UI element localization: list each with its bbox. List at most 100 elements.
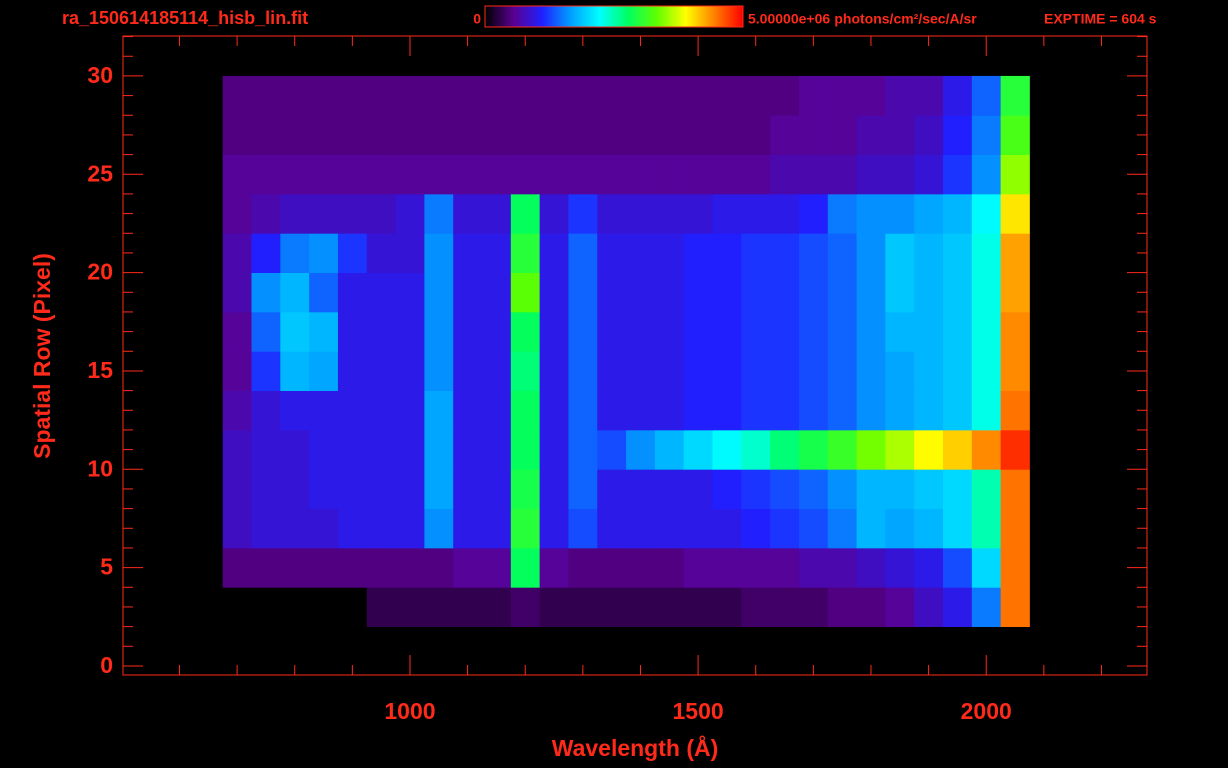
cell bbox=[395, 272, 425, 313]
cell bbox=[885, 272, 915, 313]
cell bbox=[597, 115, 627, 155]
cell bbox=[280, 233, 310, 274]
cell bbox=[856, 154, 886, 195]
cell bbox=[568, 508, 598, 549]
cell bbox=[280, 469, 310, 510]
cell bbox=[741, 154, 771, 195]
cell bbox=[914, 154, 944, 195]
cell bbox=[741, 469, 771, 510]
cell bbox=[712, 390, 742, 431]
cell bbox=[597, 429, 627, 470]
cell bbox=[366, 311, 396, 352]
cell bbox=[453, 469, 483, 510]
cell bbox=[251, 233, 281, 274]
cell bbox=[654, 587, 685, 628]
cell bbox=[885, 233, 915, 274]
cell bbox=[827, 547, 857, 588]
cell bbox=[943, 193, 973, 234]
cell bbox=[654, 547, 685, 588]
cell bbox=[856, 272, 886, 313]
cell bbox=[885, 508, 915, 549]
cell bbox=[885, 193, 915, 234]
cell bbox=[280, 351, 310, 392]
cell bbox=[943, 469, 973, 510]
cell bbox=[1000, 193, 1030, 234]
cell bbox=[856, 508, 886, 549]
cell bbox=[251, 311, 281, 352]
cell bbox=[251, 508, 281, 549]
colorbar bbox=[484, 5, 744, 28]
cell bbox=[770, 75, 800, 116]
cell bbox=[482, 154, 512, 195]
x-axis-label: Wavelength (Å) bbox=[552, 734, 719, 761]
cell bbox=[568, 233, 598, 274]
cell bbox=[856, 75, 886, 116]
cell bbox=[280, 193, 310, 234]
cell bbox=[597, 193, 627, 234]
cell bbox=[741, 311, 771, 352]
y-tick-label: 15 bbox=[87, 357, 113, 383]
cell bbox=[597, 311, 627, 352]
cell bbox=[856, 390, 886, 431]
cell bbox=[1000, 390, 1030, 431]
cell bbox=[337, 547, 368, 588]
cell bbox=[309, 233, 339, 274]
cell bbox=[597, 233, 627, 274]
cell bbox=[510, 587, 541, 628]
cell bbox=[683, 193, 713, 234]
cell bbox=[510, 390, 541, 431]
cell bbox=[539, 311, 569, 352]
y-axis-label: Spatial Row (Pixel) bbox=[29, 253, 55, 459]
cell bbox=[914, 429, 944, 470]
cell bbox=[856, 233, 886, 274]
cell bbox=[424, 508, 454, 549]
cell bbox=[827, 115, 857, 155]
cell bbox=[424, 351, 454, 392]
cell bbox=[654, 508, 685, 549]
cell bbox=[741, 429, 771, 470]
cell bbox=[424, 469, 454, 510]
cell bbox=[568, 75, 598, 116]
cell bbox=[914, 508, 944, 549]
cell bbox=[510, 469, 541, 510]
cell bbox=[626, 508, 656, 549]
cell bbox=[1000, 154, 1030, 195]
cell bbox=[626, 193, 656, 234]
cell bbox=[568, 429, 598, 470]
cell bbox=[568, 469, 598, 510]
cell bbox=[510, 272, 541, 313]
cell bbox=[482, 547, 512, 588]
cell bbox=[770, 154, 800, 195]
cell bbox=[741, 508, 771, 549]
cell bbox=[482, 429, 512, 470]
cell bbox=[597, 547, 627, 588]
cell bbox=[626, 429, 656, 470]
cell bbox=[280, 154, 310, 195]
cell bbox=[395, 390, 425, 431]
cell bbox=[885, 154, 915, 195]
cell bbox=[741, 75, 771, 116]
cell bbox=[539, 75, 569, 116]
cell bbox=[309, 469, 339, 510]
cell bbox=[741, 233, 771, 274]
cell bbox=[309, 154, 339, 195]
cell bbox=[626, 547, 656, 588]
cell bbox=[597, 154, 627, 195]
cell bbox=[971, 311, 1002, 352]
cell bbox=[309, 75, 339, 116]
cell bbox=[337, 193, 368, 234]
cell bbox=[971, 154, 1002, 195]
cell bbox=[337, 75, 368, 116]
cell bbox=[482, 193, 512, 234]
cell bbox=[366, 469, 396, 510]
cell bbox=[626, 233, 656, 274]
cell bbox=[395, 193, 425, 234]
cell bbox=[770, 429, 800, 470]
cell bbox=[741, 547, 771, 588]
cell bbox=[337, 587, 368, 628]
cell bbox=[798, 429, 829, 470]
cell bbox=[914, 351, 944, 392]
cell bbox=[366, 587, 396, 628]
cell bbox=[683, 272, 713, 313]
cell bbox=[539, 587, 569, 628]
